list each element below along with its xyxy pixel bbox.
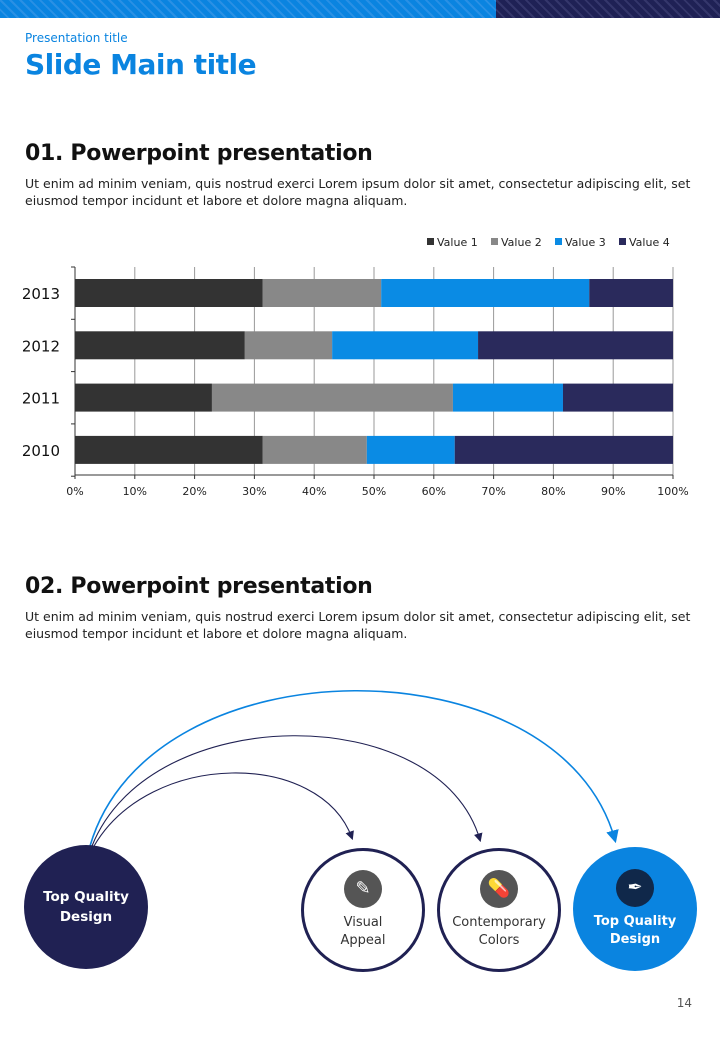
bar-segment [75, 435, 263, 464]
x-tick-label: 80% [541, 485, 565, 498]
legend-label: Value 3 [565, 236, 606, 249]
bar-segment [244, 331, 333, 360]
x-tick-label: 100% [657, 485, 688, 498]
legend-swatch [491, 238, 498, 245]
target-label: Colors [478, 933, 520, 948]
x-tick-label: 30% [242, 485, 266, 498]
target-label: Top Quality [593, 914, 677, 929]
section-2-heading: 02. Powerpoint presentation [25, 574, 373, 599]
legend-swatch [619, 238, 626, 245]
target-label: Appeal [340, 933, 386, 948]
bar-segment [381, 279, 590, 307]
bar-segment [478, 331, 673, 360]
legend-swatch [555, 238, 562, 245]
y-tick-label: 2010 [22, 442, 60, 460]
stacked-bar-chart: 0% 10% 20% 30% 40% 50% 60% 70% 80% 90% 100% 2013 201… [22, 236, 689, 498]
x-tick-label: 20% [182, 485, 206, 498]
y-tick-label: 2012 [22, 337, 60, 355]
bar-segment [75, 331, 245, 360]
pencil-icon: ✎ [344, 870, 382, 908]
bar-segment [75, 383, 212, 412]
source-circle: Top Quality Design [24, 845, 148, 969]
header-stripe [0, 0, 720, 18]
arc-to-contemporary [91, 735, 483, 847]
bar-segment [589, 279, 673, 307]
target-label: Design [609, 932, 661, 947]
arc-arrows [89, 690, 619, 847]
bar-segment [262, 435, 367, 464]
bar-segment [366, 435, 455, 464]
arc-to-top-quality [89, 690, 619, 847]
top-quality-target-circle: ✒ Top Quality Design [573, 847, 697, 971]
section-1-heading: 01. Powerpoint presentation [25, 141, 373, 166]
x-tick-label: 10% [123, 485, 147, 498]
y-tick-label: 2013 [22, 285, 60, 303]
legend-label: Value 1 [437, 236, 478, 249]
arc-to-visual [93, 772, 354, 847]
bar-segment [332, 331, 479, 360]
x-tick-label: 60% [422, 485, 446, 498]
section-2-body: Ut enim ad minim veniam, quis nostrud ex… [25, 609, 691, 641]
y-tick-label: 2011 [22, 390, 60, 408]
presentation-title: Presentation title [25, 31, 128, 45]
x-tick-label: 0% [66, 485, 83, 498]
legend-swatch [427, 238, 434, 245]
bar-segment [452, 383, 563, 412]
legend-label: Value 2 [501, 236, 542, 249]
target-label: Visual [343, 915, 383, 930]
section-1-body: Ut enim ad minim veniam, quis nostrud ex… [25, 176, 691, 208]
syringe-icon: ✒ [616, 869, 654, 907]
target-label: Contemporary [452, 915, 546, 930]
bar-segment [262, 279, 382, 307]
x-tick-label: 90% [601, 485, 625, 498]
x-tick-label: 70% [481, 485, 505, 498]
x-tick-label: 50% [362, 485, 386, 498]
page-number: 14 [676, 996, 692, 1010]
x-tick-label: 40% [302, 485, 326, 498]
contemporary-colors-circle: 💊 Contemporary Colors [437, 848, 561, 972]
legend-label: Value 4 [629, 236, 670, 249]
bar-segment [562, 383, 673, 412]
visual-appeal-circle: ✎ Visual Appeal [301, 848, 425, 972]
bar-segment [454, 435, 673, 464]
bar-segment [75, 279, 263, 307]
slide-main-title: Slide Main title [25, 48, 257, 81]
source-label: Top Quality Design [43, 889, 129, 925]
pills-icon: 💊 [480, 870, 518, 908]
bar-segment [211, 383, 453, 412]
